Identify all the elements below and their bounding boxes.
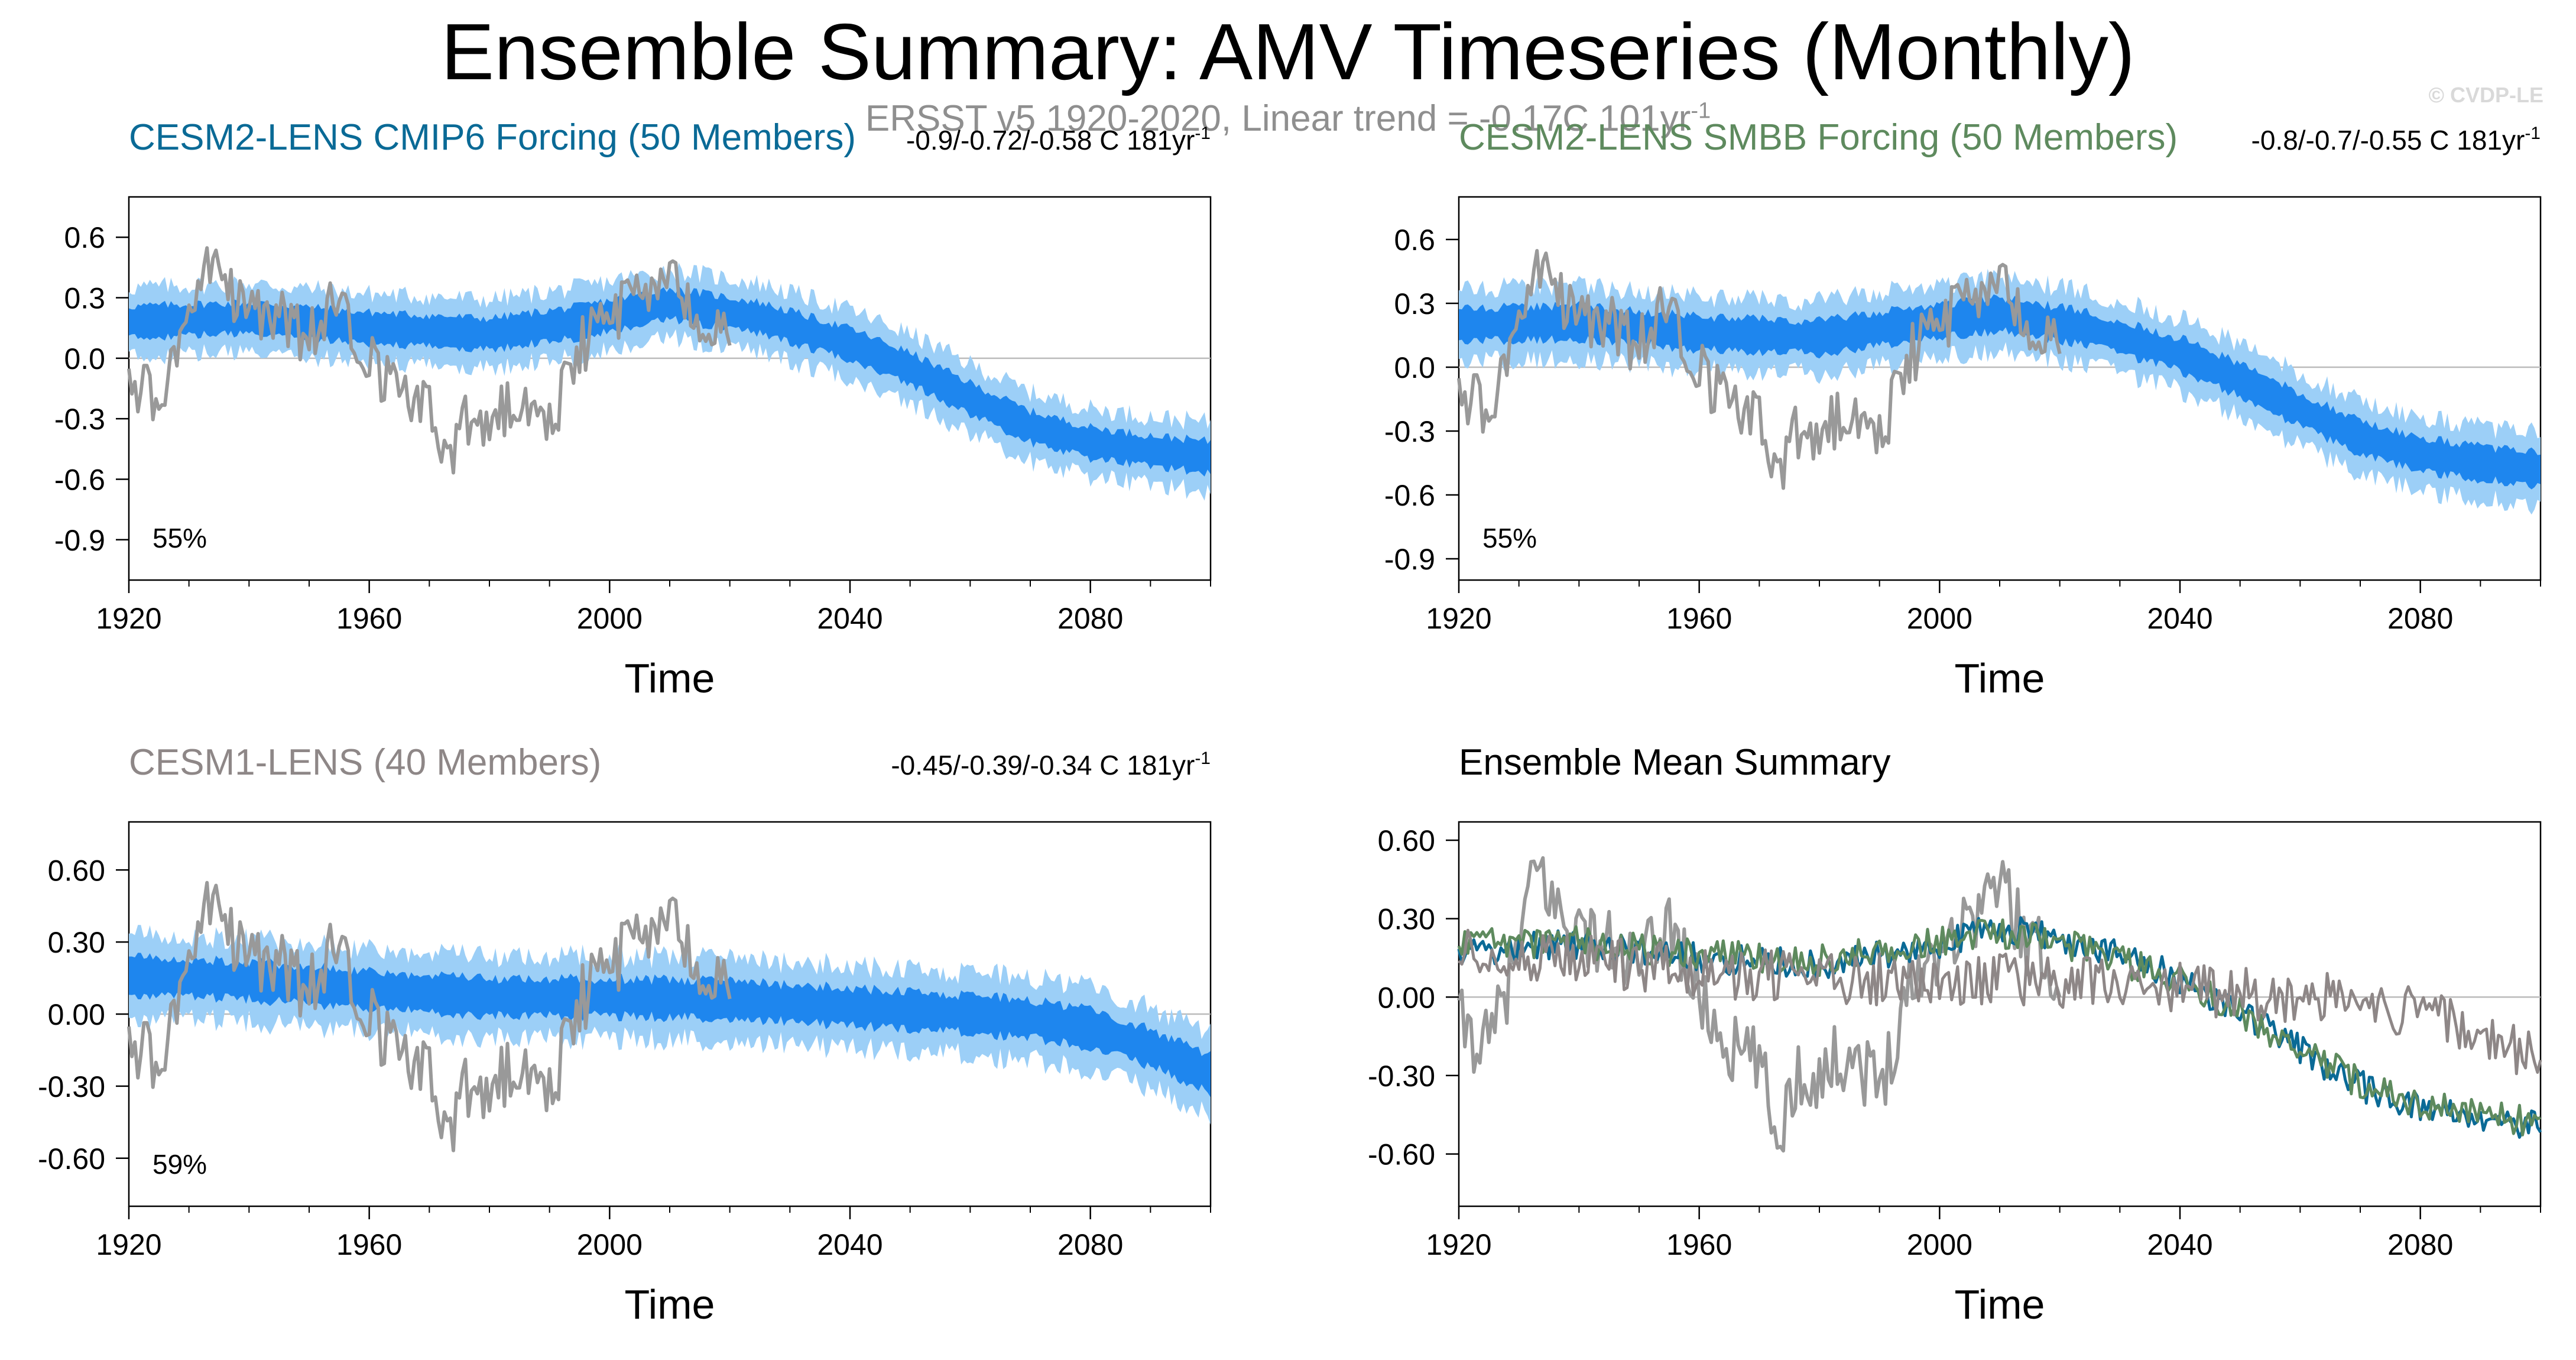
panel-cmip6: 1920 1960 2000 2040 2080 -0.9 -0.6 -0.3 0.0 0.3 0.… [54,117,1212,701]
trend-label: -0.9/-0.72/-0.58 C 181yr-1 [906,124,1211,156]
panel-title: CESM2-LENS CMIP6 Forcing (50 Members) [129,117,856,158]
plot-frame [1458,196,2542,581]
y-tick-label: 0.00 [1378,981,1435,1014]
series-spread-inner [1459,294,2541,490]
x-tick-label: 2080 [2387,1228,2453,1261]
y-tick-label: 0.6 [64,221,105,254]
x-tick-label: 1960 [1666,602,1732,635]
series-observations [127,880,732,1152]
x-tick-label: 2000 [577,1228,643,1261]
x-axis-label: Time [1955,1281,2045,1327]
x-tick-label: 2040 [2147,602,2212,635]
y-tick-label: 0.60 [48,854,105,887]
x-tick-label: 1960 [336,602,402,635]
y-tick-label: 0.30 [48,926,105,959]
trend-label-exponent: -1 [1195,749,1211,768]
x-tick-label: 2080 [1057,602,1123,635]
series-observations [1457,249,2062,490]
x-tick-label: 2040 [2147,1228,2212,1261]
page-title: Ensemble Summary: AMV Timeseries (Monthl… [441,7,2135,96]
trend-label: -0.45/-0.39/-0.34 C 181yr-1 [891,749,1211,781]
x-tick-label: 1920 [1426,1228,1491,1261]
y-tick-label: 0.3 [1394,287,1435,320]
x-tick-label: 2040 [817,602,883,635]
percent-label: 55% [1482,523,1537,553]
series-cesm1-lens-mean [1458,928,2542,1076]
y-tick-label: -0.30 [1368,1060,1435,1093]
trend-label: -0.8/-0.7/-0.55 C 181yr-1 [2251,124,2541,156]
x-axis-label: Time [625,655,715,701]
y-tick-label: -0.6 [1384,479,1435,512]
series-spread-inner [129,286,1211,477]
trend-label-exponent: -1 [2525,124,2541,143]
panel-title: CESM1-LENS (40 Members) [129,742,601,783]
observation-label: ERSST v5 1920-2020, Linear trend = -0.17… [0,98,2576,140]
x-axis-label: Time [625,1281,715,1327]
y-tick-label: -0.30 [38,1070,105,1103]
x-tick-label: 2000 [577,602,643,635]
y-tick-label: -0.9 [1384,543,1435,576]
copyright-label: © CVDP-LE [2428,83,2543,107]
trend-label-text: -0.8/-0.7/-0.55 C 181yr [2251,125,2525,156]
trend-label-text: -0.9/-0.72/-0.58 C 181yr [906,125,1195,156]
y-tick-label: -0.6 [54,463,105,496]
y-tick-label: 0.6 [1394,224,1435,257]
plot-frame [128,196,1212,581]
y-tick-label: -0.60 [1368,1138,1435,1171]
x-tick-label: 2080 [2387,602,2453,635]
x-tick-label: 1920 [96,602,161,635]
series-cesm2-lens-smbb-forcing-mean [1457,918,2542,1136]
y-tick-label: -0.9 [54,524,105,557]
series-observations [1457,856,2062,1153]
panel-title: CESM2-LENS SMBB Forcing (50 Members) [1459,117,2178,158]
y-tick-label: 0.00 [48,998,105,1031]
x-tick-label: 2000 [1907,602,1972,635]
y-tick-label: 0.60 [1378,824,1435,857]
y-tick-label: -0.3 [1384,415,1435,448]
panel-smbb: 1920 1960 2000 2040 2080 -0.9 -0.6 -0.3 0.0 0.3 0.… [1384,117,2542,701]
x-tick-label: 2080 [1057,1228,1123,1261]
y-tick-label: -0.3 [54,403,105,436]
x-tick-label: 1960 [1666,1228,1732,1261]
y-tick-label: 0.3 [64,282,105,315]
y-tick-label: 0.30 [1378,903,1435,936]
trend-label-exponent: -1 [1195,124,1211,143]
x-axis-label: Time [1955,655,2045,701]
x-tick-label: 2000 [1907,1228,1972,1261]
x-tick-label: 1920 [96,1228,161,1261]
series-spread-inner [129,953,1211,1097]
y-tick-label: 0.0 [64,342,105,375]
x-tick-label: 1920 [1426,602,1491,635]
panel-cesm1: 1920 1960 2000 2040 2080 -0.60 -0.30 0.00 0.30 0.… [38,742,1212,1327]
percent-label: 59% [153,1149,207,1180]
trend-label-text: -0.45/-0.39/-0.34 C 181yr [891,750,1195,781]
panel-title: Ensemble Mean Summary [1459,742,1891,783]
y-tick-label: 0.0 [1394,351,1435,384]
observation-label-exponent: -1 [1691,98,1711,124]
observation-label-text: ERSST v5 1920-2020, Linear trend = -0.17… [865,98,1691,139]
x-tick-label: 1960 [336,1228,402,1261]
percent-label: 55% [153,523,207,553]
panel-summary: 1920 1960 2000 2040 2080 -0.60 -0.30 0.00 0.30 0.… [1368,742,2542,1327]
x-tick-label: 2040 [817,1228,883,1261]
series-observations [127,246,732,475]
y-tick-label: -0.60 [38,1142,105,1176]
